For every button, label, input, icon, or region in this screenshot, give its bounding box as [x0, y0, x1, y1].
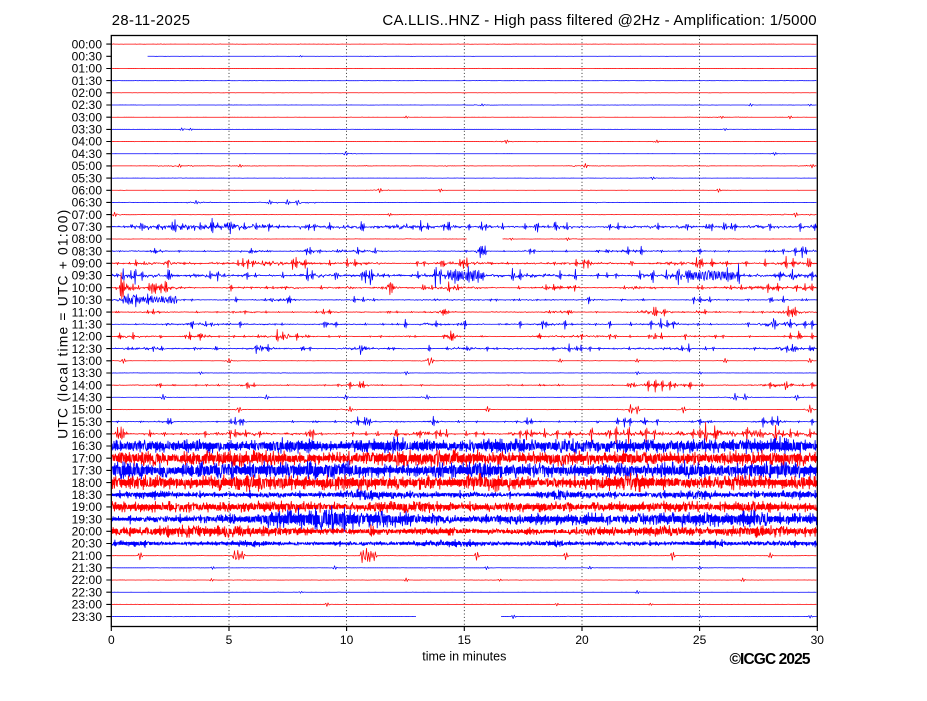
svg-text:16:00: 16:00	[72, 427, 103, 441]
svg-text:19:30: 19:30	[72, 512, 103, 526]
svg-text:16:30: 16:30	[72, 439, 103, 453]
svg-text:18:30: 18:30	[72, 488, 103, 502]
svg-text:10: 10	[340, 633, 354, 647]
svg-text:21:00: 21:00	[72, 549, 103, 563]
svg-text:10:00: 10:00	[72, 281, 103, 295]
svg-text:20: 20	[575, 633, 589, 647]
svg-text:03:30: 03:30	[72, 123, 103, 137]
svg-text:17:30: 17:30	[72, 464, 103, 478]
svg-text:05:30: 05:30	[72, 171, 103, 185]
svg-text:02:00: 02:00	[72, 86, 103, 100]
svg-text:30: 30	[811, 633, 825, 647]
svg-text:03:00: 03:00	[72, 110, 103, 124]
svg-text:13:30: 13:30	[72, 366, 103, 380]
svg-text:06:00: 06:00	[72, 184, 103, 198]
svg-text:20:30: 20:30	[72, 537, 103, 551]
svg-text:time in minutes: time in minutes	[422, 650, 506, 664]
svg-text:00:00: 00:00	[72, 37, 103, 51]
svg-text:07:00: 07:00	[72, 208, 103, 222]
svg-text:09:00: 09:00	[72, 257, 103, 271]
svg-text:14:30: 14:30	[72, 391, 103, 405]
svg-text:11:30: 11:30	[72, 317, 103, 331]
svg-text:01:30: 01:30	[72, 74, 103, 88]
svg-text:11:00: 11:00	[72, 305, 103, 319]
svg-text:04:30: 04:30	[72, 147, 103, 161]
svg-text:©ICGC 2025: ©ICGC 2025	[730, 651, 811, 668]
svg-text:15:00: 15:00	[72, 403, 103, 417]
svg-text:21:30: 21:30	[72, 561, 103, 575]
svg-text:UTC (local time = UTC + 01:00): UTC (local time = UTC + 01:00)	[56, 210, 71, 439]
svg-text:18:00: 18:00	[72, 476, 103, 490]
svg-text:09:30: 09:30	[72, 269, 103, 283]
svg-text:00:30: 00:30	[72, 50, 103, 64]
svg-text:28-11-2025: 28-11-2025	[112, 13, 190, 29]
svg-text:12:00: 12:00	[72, 330, 103, 344]
svg-text:23:30: 23:30	[72, 610, 103, 624]
svg-text:04:00: 04:00	[72, 135, 103, 149]
svg-text:05:00: 05:00	[72, 159, 103, 173]
svg-text:13:00: 13:00	[72, 354, 103, 368]
svg-text:01:00: 01:00	[72, 62, 103, 76]
svg-text:06:30: 06:30	[72, 196, 103, 210]
svg-text:25: 25	[693, 633, 707, 647]
svg-text:23:00: 23:00	[72, 598, 103, 612]
svg-text:10:30: 10:30	[72, 293, 103, 307]
svg-text:12:30: 12:30	[72, 342, 103, 356]
svg-text:CA.LLIS..HNZ - High pass filte: CA.LLIS..HNZ - High pass filtered @2Hz -…	[382, 12, 816, 29]
svg-text:08:30: 08:30	[72, 244, 103, 258]
svg-text:15: 15	[458, 633, 472, 647]
svg-text:22:00: 22:00	[72, 573, 103, 587]
svg-text:02:30: 02:30	[72, 98, 103, 112]
svg-text:14:00: 14:00	[72, 378, 103, 392]
svg-text:0: 0	[108, 633, 115, 647]
svg-text:08:00: 08:00	[72, 232, 103, 246]
svg-text:19:00: 19:00	[72, 500, 103, 514]
svg-text:5: 5	[226, 633, 233, 647]
svg-text:07:30: 07:30	[72, 220, 103, 234]
svg-text:17:00: 17:00	[72, 451, 103, 465]
svg-text:20:00: 20:00	[72, 525, 103, 539]
svg-text:15:30: 15:30	[72, 415, 103, 429]
svg-text:22:30: 22:30	[72, 585, 103, 599]
